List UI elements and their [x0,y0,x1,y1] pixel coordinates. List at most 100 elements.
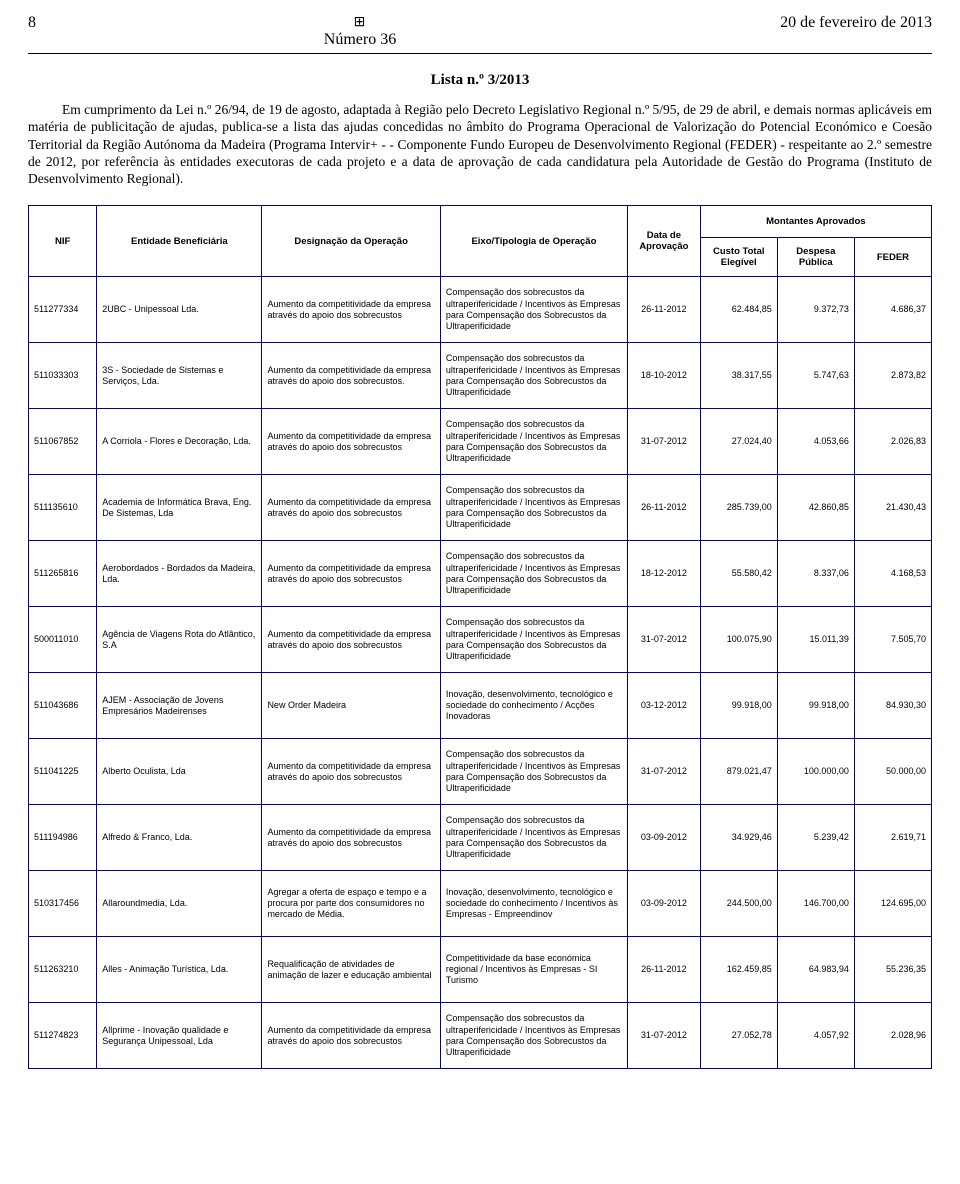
cell-nif: 511135610 [29,475,97,541]
cell-custo: 38.317,55 [700,343,777,409]
cell-despesa: 64.983,94 [777,937,854,1003]
cell-entidade: AJEM - Associação de Jovens Empresários … [97,673,262,739]
cell-despesa: 146.700,00 [777,871,854,937]
cell-nif: 511033303 [29,343,97,409]
cell-custo: 34.929,46 [700,805,777,871]
cell-eixo: Inovação, desenvolvimento, tecnológico e… [440,673,627,739]
cell-designacao: Aumento da competitividade da empresa at… [262,805,440,871]
cell-data: 03-09-2012 [628,805,701,871]
table-row: 5112773342UBC - Unipessoal Lda.Aumento d… [29,277,932,343]
cell-nif: 511277334 [29,277,97,343]
cell-nif: 511274823 [29,1003,97,1069]
cell-entidade: Aerobordados - Bordados da Madeira, Lda. [97,541,262,607]
issue-number: Número 36 [48,31,672,49]
cell-nif: 500011010 [29,607,97,673]
table-row: 5110333033S - Sociedade de Sistemas e Se… [29,343,932,409]
cell-custo: 285.739,00 [700,475,777,541]
cell-eixo: Compensação dos sobrecustos da ultraperi… [440,409,627,475]
cell-eixo: Compensação dos sobrecustos da ultraperi… [440,343,627,409]
cell-data: 03-12-2012 [628,673,701,739]
cell-designacao: Aumento da competitividade da empresa at… [262,607,440,673]
cell-nif: 511067852 [29,409,97,475]
table-row: 511135610Academia de Informática Brava, … [29,475,932,541]
cell-data: 03-09-2012 [628,871,701,937]
cell-eixo: Inovação, desenvolvimento, tecnológico e… [440,871,627,937]
intro-paragraph: Em cumprimento da Lei n.º 26/94, de 19 d… [28,101,932,187]
table-row: 511265816Aerobordados - Bordados da Made… [29,541,932,607]
cell-entidade: Academia de Informática Brava, Eng. De S… [97,475,262,541]
cell-data: 26-11-2012 [628,475,701,541]
cell-data: 31-07-2012 [628,1003,701,1069]
th-custo: Custo Total Elegível [700,238,777,277]
cell-custo: 879.021,47 [700,739,777,805]
cell-custo: 99.918,00 [700,673,777,739]
list-title: Lista n.º 3/2013 [28,72,932,89]
cell-feder: 55.236,35 [854,937,931,1003]
cell-designacao: Aumento da competitividade da empresa at… [262,343,440,409]
cell-nif: 511041225 [29,739,97,805]
cell-feder: 4.686,37 [854,277,931,343]
table-row: 511067852A Corriola - Flores e Decoração… [29,409,932,475]
aid-table: NIF Entidade Beneficiária Designação da … [28,205,932,1069]
cell-designacao: Aumento da competitividade da empresa at… [262,475,440,541]
cell-data: 18-10-2012 [628,343,701,409]
cell-nif: 511265816 [29,541,97,607]
th-data: Data de Aprovação [628,206,701,277]
cell-feder: 7.505,70 [854,607,931,673]
table-row: 500011010Agência de Viagens Rota do Atlâ… [29,607,932,673]
cell-designacao: Aumento da competitividade da empresa at… [262,541,440,607]
th-despesa: Despesa Pública [777,238,854,277]
cell-designacao: Aumento da competitividade da empresa at… [262,409,440,475]
cell-custo: 162.459,85 [700,937,777,1003]
th-designacao: Designação da Operação [262,206,440,277]
cell-designacao: Aumento da competitividade da empresa at… [262,1003,440,1069]
cell-despesa: 100.000,00 [777,739,854,805]
cell-eixo: Compensação dos sobrecustos da ultraperi… [440,277,627,343]
cell-nif: 510317456 [29,871,97,937]
cell-despesa: 15.011,39 [777,607,854,673]
cell-custo: 62.484,85 [700,277,777,343]
cell-custo: 55.580,42 [700,541,777,607]
cell-custo: 27.052,78 [700,1003,777,1069]
cell-designacao: New Order Madeira [262,673,440,739]
cell-feder: 2.028,96 [854,1003,931,1069]
intro-text: Em cumprimento da Lei n.º 26/94, de 19 d… [28,102,932,186]
cell-despesa: 8.337,06 [777,541,854,607]
cell-feder: 84.930,30 [854,673,931,739]
table-row: 511041225Alberto Oculista, LdaAumento da… [29,739,932,805]
cell-entidade: Alfredo & Franco, Lda. [97,805,262,871]
cell-feder: 2.873,82 [854,343,931,409]
cell-designacao: Agregar a oferta de espaço e tempo e a p… [262,871,440,937]
th-feder: FEDER [854,238,931,277]
cell-nif: 511263210 [29,937,97,1003]
table-row: 511263210Alles - Animação Turística, Lda… [29,937,932,1003]
table-row: 511043686AJEM - Associação de Jovens Emp… [29,673,932,739]
cell-feder: 50.000,00 [854,739,931,805]
cell-despesa: 99.918,00 [777,673,854,739]
cell-designacao: Aumento da competitividade da empresa at… [262,739,440,805]
cell-entidade: 2UBC - Unipessoal Lda. [97,277,262,343]
table-row: 511274823Allprime - Inovação qualidade e… [29,1003,932,1069]
publication-date: 20 de fevereiro de 2013 [672,14,932,32]
header-center: ⊞ Número 36 [48,14,672,49]
cell-entidade: 3S - Sociedade de Sistemas e Serviços, L… [97,343,262,409]
table-row: 511194986Alfredo & Franco, Lda.Aumento d… [29,805,932,871]
cell-despesa: 42.860,85 [777,475,854,541]
cell-entidade: Allprime - Inovação qualidade e Seguranç… [97,1003,262,1069]
cell-designacao: Aumento da competitividade da empresa at… [262,277,440,343]
cell-data: 31-07-2012 [628,409,701,475]
page-header: 8 ⊞ Número 36 20 de fevereiro de 2013 [28,14,932,49]
cell-data: 26-11-2012 [628,277,701,343]
th-entidade: Entidade Beneficiária [97,206,262,277]
header-rule [28,53,932,54]
cell-feder: 4.168,53 [854,541,931,607]
cell-eixo: Compensação dos sobrecustos da ultraperi… [440,805,627,871]
cell-eixo: Compensação dos sobrecustos da ultraperi… [440,541,627,607]
cell-entidade: A Corriola - Flores e Decoração, Lda. [97,409,262,475]
th-montantes: Montantes Aprovados [700,206,931,238]
cell-entidade: Alles - Animação Turística, Lda. [97,937,262,1003]
cell-data: 18-12-2012 [628,541,701,607]
cell-eixo: Compensação dos sobrecustos da ultraperi… [440,475,627,541]
cell-entidade: Alberto Oculista, Lda [97,739,262,805]
cell-despesa: 5.239,42 [777,805,854,871]
